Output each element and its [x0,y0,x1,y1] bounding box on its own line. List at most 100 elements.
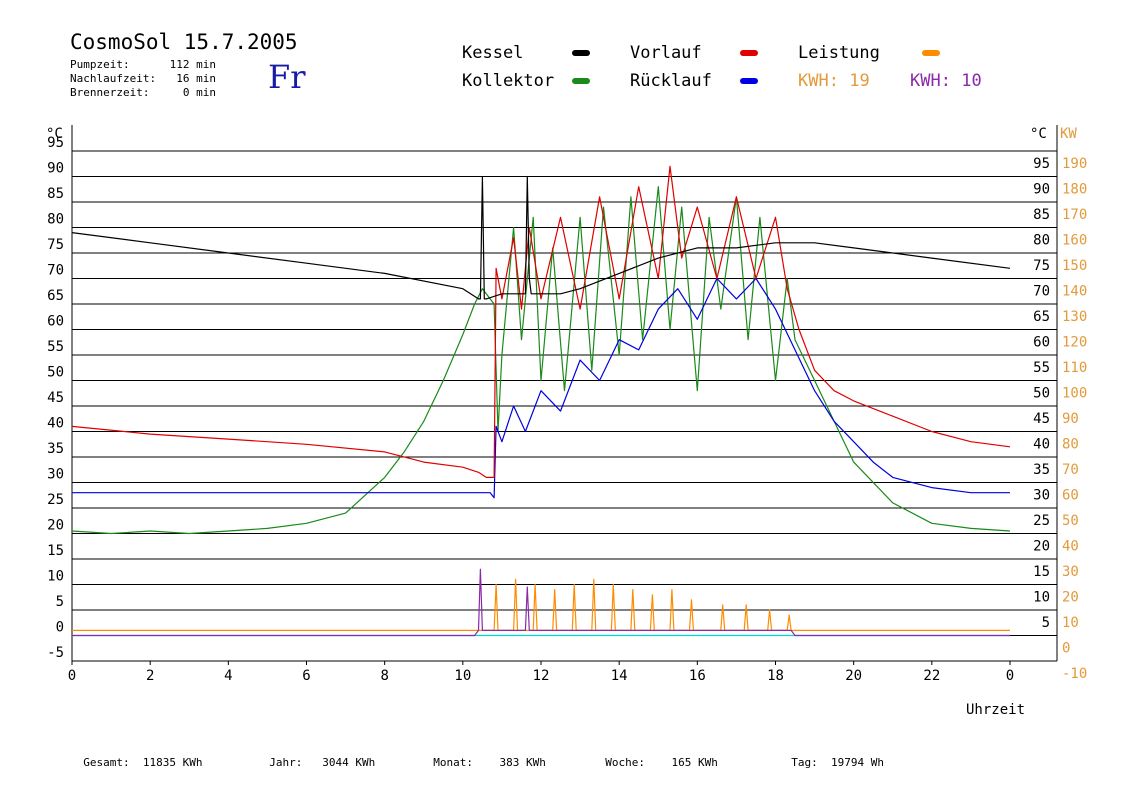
legend-ruecklauf-label: Rücklauf [630,71,712,91]
right-kw-tick-label: 190 [1062,156,1087,172]
right-kw-tick-label: 170 [1062,207,1087,223]
info-nachlaufzeit: Nachlaufzeit: 16 min [70,72,216,85]
right-kw-tick-label: 30 [1062,564,1079,580]
x-tick-label: 20 [845,668,862,684]
left-tick-label: 95 [47,135,64,151]
info-pumpzeit: Pumpzeit: 112 min [70,58,216,71]
legend-kessel-label: Kessel [462,43,524,63]
right-kw-tick-label: 90 [1062,411,1079,427]
left-tick-label: 5 [56,594,64,610]
left-tick-label: 30 [47,467,64,483]
right-temp-tick-label: 60 [1033,335,1050,351]
right-temp-tick-label: 70 [1033,284,1050,300]
chart-tick-labels: 95908580757065605550454035302520151050-5… [47,135,1087,684]
right-temp-tick-label: 80 [1033,233,1050,249]
left-tick-label: 80 [47,212,64,228]
left-tick-label: 65 [47,288,64,304]
left-tick-label: 20 [47,518,64,534]
legend-vorlauf-swatch [740,50,758,56]
x-tick-label: 8 [380,668,388,684]
right-kw-tick-label: 160 [1062,233,1087,249]
right-axis-unit-kw: KW [1060,126,1077,142]
x-tick-label: 16 [689,668,706,684]
kwh-orange-value: 19 [849,71,870,91]
x-tick-label: 2 [146,668,154,684]
series-line-kollektor [71,186,1011,535]
left-axis-unit: °C [46,126,63,142]
left-tick-label: 85 [47,186,64,202]
x-tick-label: 6 [302,668,310,684]
right-kw-tick-label: 20 [1062,590,1079,606]
right-kw-tick-label: 130 [1062,309,1087,325]
left-tick-label: 50 [47,365,64,381]
right-kw-tick-label: 180 [1062,182,1087,198]
kwh-orange: KWH: 19 [798,71,870,91]
left-tick-label: 55 [47,339,64,355]
legend-leistung-label: Leistung [798,43,880,63]
left-tick-label: 25 [47,492,64,508]
left-tick-label: 70 [47,263,64,279]
x-tick-label: 18 [767,668,784,684]
legend-kessel-swatch [572,50,590,56]
right-temp-tick-label: 85 [1033,207,1050,223]
series-line-leistung2 [72,568,1010,637]
left-tick-label: 90 [47,161,64,177]
legend-leistung-swatch [922,50,940,56]
left-tick-label: 35 [47,441,64,457]
x-tick-label: 10 [454,668,471,684]
x-tick-label: 4 [224,668,232,684]
left-tick-label: 40 [47,416,64,432]
footer-gesamt: Gesamt: 11835 KWh [83,756,203,769]
left-tick-label: 0 [56,620,64,636]
energy-summary: Gesamt: 11835 KWh Jahr: 3044 KWh Monat: 38… [70,743,884,769]
series-line-ruecklauf [72,277,1010,499]
series-line-leistung [72,578,1010,632]
footer-monat: Monat: 383 KWh [433,756,546,769]
left-tick-label: 10 [47,569,64,585]
chart-axes [71,125,1058,665]
left-tick-label: 60 [47,314,64,330]
legend-kollektor-swatch [572,78,590,84]
right-kw-tick-label: 10 [1062,615,1079,631]
page-title: CosmoSol 15.7.2005 [70,30,298,54]
x-tick-label: 12 [533,668,550,684]
right-temp-tick-label: 50 [1033,386,1050,402]
x-axis-label: Uhrzeit [966,702,1025,718]
kwh-orange-label: KWH: [798,71,839,91]
right-temp-tick-label: 20 [1033,539,1050,555]
right-temp-tick-label: 10 [1033,590,1050,606]
kwh-purple-label: KWH: [910,71,951,91]
right-temp-tick-label: 65 [1033,309,1050,325]
footer-jahr: Jahr: 3044 KWh [269,756,376,769]
right-kw-tick-label: 40 [1062,539,1079,555]
info-brennerzeit: Brennerzeit: 0 min [70,86,216,99]
right-kw-tick-label: 60 [1062,488,1079,504]
kwh-purple: KWH: 10 [910,71,982,91]
kwh-purple-value: 10 [961,71,982,91]
right-kw-tick-label: 110 [1062,360,1087,376]
right-temp-tick-label: 75 [1033,258,1050,274]
right-temp-tick-label: 55 [1033,360,1050,376]
right-kw-tick-label: 0 [1062,641,1070,657]
right-temp-tick-label: 15 [1033,564,1050,580]
legend-kollektor-label: Kollektor [462,71,555,91]
right-kw-tick-label: 100 [1062,386,1087,402]
left-tick-label: 75 [47,237,64,253]
right-kw-tick-label: 140 [1062,284,1087,300]
x-tick-label: 22 [923,668,940,684]
x-tick-label: 0 [1006,668,1014,684]
right-axis-unit-temp: °C [1030,126,1047,142]
right-kw-tick-label: 70 [1062,462,1079,478]
legend-vorlauf-label: Vorlauf [630,43,702,63]
right-temp-tick-label: 30 [1033,488,1050,504]
legend-ruecklauf-swatch [740,78,758,84]
series-line-vorlauf [71,165,1011,478]
right-temp-tick-label: 90 [1033,182,1050,198]
right-kw-tick-label: -10 [1062,666,1087,682]
right-temp-tick-label: 40 [1033,437,1050,453]
right-temp-tick-label: 95 [1033,156,1050,172]
x-tick-label: 0 [68,668,76,684]
right-kw-tick-label: 50 [1062,513,1079,529]
footer-tag: Tag: 19794 Wh [791,756,884,769]
